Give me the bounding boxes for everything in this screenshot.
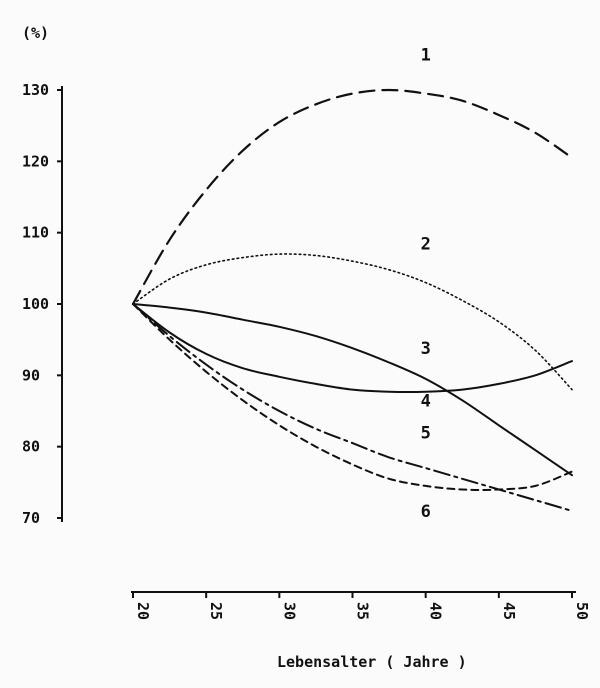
series-line-5 xyxy=(132,303,573,512)
curve-label-2: 2 xyxy=(421,234,431,254)
curve-label-5: 5 xyxy=(421,423,431,443)
curve-label-6: 6 xyxy=(421,502,431,522)
y-tick-label: 80 xyxy=(22,438,40,456)
x-tick-label: 30 xyxy=(280,602,298,620)
y-tick-label: 110 xyxy=(22,224,49,242)
y-tick-label: 130 xyxy=(22,81,49,99)
y-axis-label: (%) xyxy=(22,24,49,42)
series-line-3 xyxy=(132,303,573,477)
y-tick-label: 90 xyxy=(22,366,40,384)
series-line-1 xyxy=(131,88,574,306)
y-tick-label: 70 xyxy=(22,509,40,527)
x-tick-label: 25 xyxy=(207,602,225,620)
curve-label-3: 3 xyxy=(421,339,431,359)
y-tick-label: 120 xyxy=(22,152,49,170)
x-tick-label: 50 xyxy=(573,602,591,620)
series-line-4 xyxy=(132,303,573,393)
x-axis-label: Lebensalter ( Jahre ) xyxy=(277,653,467,671)
x-tick-label: 40 xyxy=(427,602,445,620)
series-line-6 xyxy=(132,303,573,491)
curve-label-4: 4 xyxy=(421,391,431,411)
series-line-2 xyxy=(132,253,573,391)
x-tick-label: 20 xyxy=(134,602,152,620)
x-tick-label: 35 xyxy=(354,602,372,620)
curve-label-1: 1 xyxy=(421,45,431,65)
x-tick-label: 45 xyxy=(500,602,518,620)
y-tick-label: 100 xyxy=(22,295,49,313)
